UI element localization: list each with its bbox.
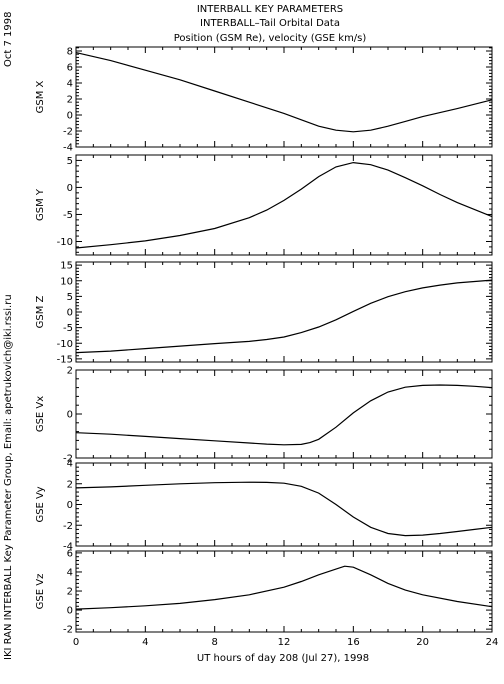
series-line [75,52,493,133]
x-tick-label: 16 [347,637,360,648]
panel-frame [75,261,493,363]
y-tick-label: -2 [63,127,73,138]
x-tick-label: 8 [211,637,217,648]
x-axis-title: UT hours of day 208 (Jul 27), 1998 [197,653,369,664]
panel-1: -4 -2 0 2 4 6 8 GSM X [35,46,493,154]
panel-frame [75,154,493,256]
series-line [75,279,493,354]
x-tick-label: 4 [142,637,148,648]
chart-header-line1: INTERBALL KEY PARAMETERS [197,4,343,15]
series-line [75,481,493,537]
y-tick-label: 6 [67,63,73,74]
y-tick-label: 4 [67,79,73,90]
y-tick-label: -5 [63,323,73,334]
chart-header-line2: INTERBALL–Tail Orbital Data [200,18,340,29]
y-tick-label: 6 [67,548,73,559]
side-credit: IKI RAN INTERBALL Key Parameter Group, E… [3,294,14,660]
series-line [75,384,493,446]
x-tick-label: 20 [416,637,429,648]
y-tick-label: -4 [63,143,73,154]
panel-3: -15 -10 -5 0 5 10 15 GSM Z [35,261,493,365]
y-axis-title: GSM Z [35,295,46,328]
y-tick-label: -10 [57,237,73,248]
y-tick-label: -2 [63,521,73,532]
panel-2: -10 -5 0 5 GSM Y [35,154,493,256]
y-tick-label: 0 [67,111,73,122]
x-tick-label: 0 [73,637,79,648]
y-tick-label: 4 [67,459,73,470]
panel-6: -2 0 2 4 6 GSE Vz [35,548,493,636]
y-tick-label: 0 [67,606,73,617]
series-line [75,565,493,610]
y-tick-label: -5 [63,210,73,221]
panel-4: -2 0 2 GSE Vx [35,366,493,465]
y-tick-label: 5 [67,292,73,303]
panel-5: -4 -2 0 2 4 GSE Vy [35,459,493,553]
y-tick-label: 2 [67,366,73,377]
panel-frame [75,462,493,547]
y-axis-title: GSE Vy [35,486,46,522]
y-tick-label: 5 [67,156,73,167]
y-tick-label: 0 [67,308,73,319]
side-date: Oct 7 1998 [3,12,14,67]
y-axis-title: GSM X [35,80,46,113]
y-tick-label: 8 [67,47,73,58]
y-tick-label: 4 [67,567,73,578]
y-tick-label: -2 [63,454,73,465]
x-tick-label: 12 [278,637,291,648]
panel-frame [75,550,493,633]
y-tick-label: -10 [57,339,73,350]
chart-title: Position (GSM Re), velocity (GSE km/s) [174,33,367,44]
y-tick-label: 0 [67,410,73,421]
y-tick-label: 2 [67,587,73,598]
y-tick-label: -15 [57,354,73,365]
x-tick-label: 24 [486,637,499,648]
y-axis-title: GSM Y [35,188,46,221]
y-tick-label: 0 [67,183,73,194]
series-line [75,161,493,249]
y-tick-label: 10 [60,276,73,287]
chart-header: INTERBALL KEY PARAMETERS INTERBALL–Tail … [174,4,367,44]
y-tick-label: -2 [63,625,73,636]
y-tick-label: 0 [67,500,73,511]
panel-frame [75,46,493,148]
y-tick-label: 2 [67,479,73,490]
y-tick-label: -4 [63,542,73,553]
y-axis-title: GSE Vx [35,396,46,432]
y-tick-label: 15 [60,261,73,272]
y-tick-label: 2 [67,95,73,106]
y-axis-title: GSE Vz [35,574,46,610]
